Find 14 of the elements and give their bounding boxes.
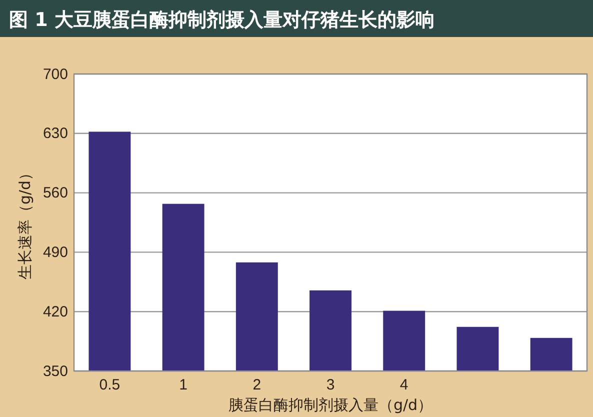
x-tick-label: 1 (179, 376, 188, 394)
y-tick-label: 630 (42, 125, 68, 142)
y-tick-label: 420 (42, 303, 68, 320)
y-tick-label: 350 (42, 362, 68, 380)
x-tick-label: 3 (326, 376, 335, 394)
x-tick-label: 0.5 (99, 376, 120, 394)
y-tick-label: 700 (42, 66, 68, 83)
x-axis-title: 胰蛋白酶抑制剂摄入量（g/d） (228, 396, 433, 414)
y-axis-title: 生长速率（g/d） (16, 165, 34, 280)
y-tick-label: 490 (42, 244, 68, 261)
x-tick-label: 2 (252, 376, 262, 394)
x-tick-label: 4 (400, 376, 408, 394)
y-tick-label: 560 (42, 184, 68, 202)
chart-title: 图 1 大豆胰蛋白酶抑制剂摄入量对仔猪生长的影响 (9, 9, 434, 31)
